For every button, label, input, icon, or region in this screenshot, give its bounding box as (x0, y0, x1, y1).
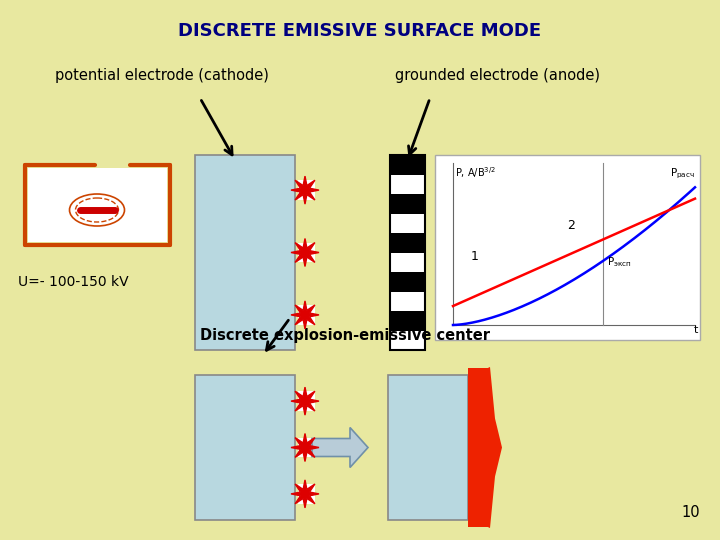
Text: Discrete explosion-emissive center: Discrete explosion-emissive center (200, 328, 490, 343)
Ellipse shape (76, 198, 119, 222)
Bar (28, 168, 167, 242)
Polygon shape (291, 239, 319, 267)
Polygon shape (291, 434, 319, 462)
Bar (388, 375, 468, 520)
Polygon shape (291, 176, 319, 204)
Bar (298, 242, 315, 262)
Polygon shape (312, 428, 368, 468)
Bar (390, 311, 425, 330)
Polygon shape (291, 480, 319, 508)
Text: 2: 2 (567, 219, 575, 232)
Bar (435, 155, 700, 340)
Bar (298, 392, 315, 411)
Bar (390, 253, 425, 272)
Bar (298, 180, 315, 200)
Text: P$_\mathregular{эксп}$: P$_\mathregular{эксп}$ (607, 255, 632, 269)
Bar (468, 368, 490, 526)
Text: DISCRETE EMISSIVE SURFACE MODE: DISCRETE EMISSIVE SURFACE MODE (179, 22, 541, 40)
Bar (390, 174, 425, 194)
Text: P$_\mathregular{расч}$: P$_\mathregular{расч}$ (670, 167, 695, 181)
Bar (390, 155, 425, 174)
Bar (298, 484, 315, 504)
Bar (195, 155, 295, 350)
Polygon shape (468, 367, 502, 528)
Bar (390, 233, 425, 253)
Polygon shape (291, 387, 319, 415)
Bar (195, 375, 295, 520)
Ellipse shape (70, 194, 125, 226)
Text: 1: 1 (471, 250, 479, 263)
Bar (298, 305, 315, 325)
Bar (390, 155, 425, 350)
Bar (390, 292, 425, 311)
Bar (390, 194, 425, 213)
Text: 10: 10 (681, 505, 700, 520)
Text: U=- 100-150 kV: U=- 100-150 kV (18, 275, 129, 289)
Bar (390, 272, 425, 292)
Bar (390, 330, 425, 350)
Polygon shape (291, 301, 319, 329)
Bar (390, 213, 425, 233)
Text: potential electrode (cathode): potential electrode (cathode) (55, 68, 269, 83)
Text: grounded electrode (anode): grounded electrode (anode) (395, 68, 600, 83)
Text: t: t (693, 325, 698, 335)
Bar (298, 438, 315, 457)
Text: P, A/B$^{3/2}$: P, A/B$^{3/2}$ (455, 165, 496, 180)
